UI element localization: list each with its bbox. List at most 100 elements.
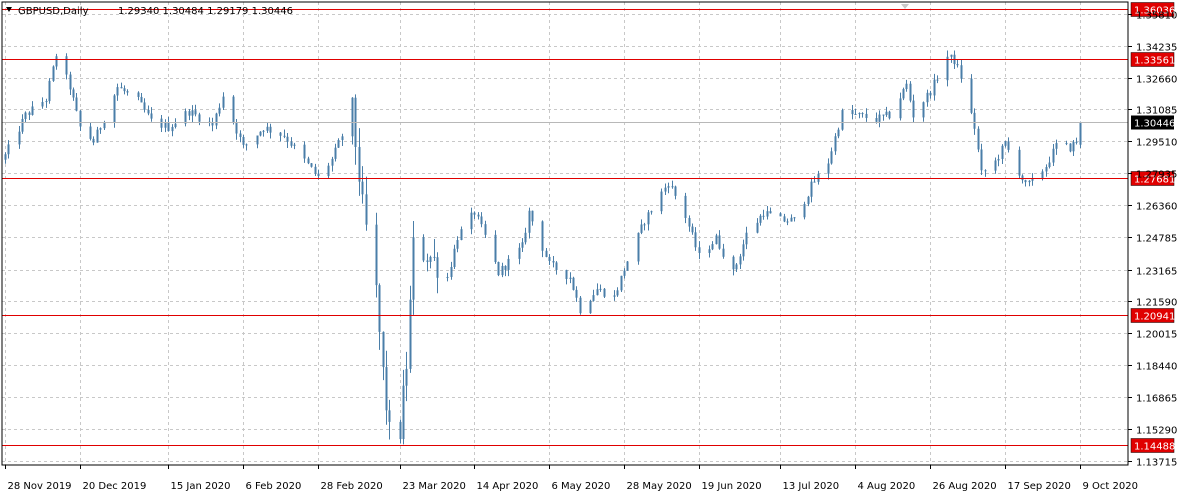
candle-body	[882, 114, 885, 116]
candle-body	[99, 128, 102, 130]
candle-body	[817, 173, 820, 182]
candle-body	[433, 256, 436, 258]
candle-body	[691, 226, 694, 233]
candle-body	[667, 186, 670, 188]
candle-body	[837, 129, 840, 137]
x-tick-label: 4 Aug 2020	[858, 481, 916, 492]
candle-body	[337, 140, 340, 148]
candle-body	[45, 101, 48, 103]
candle-body	[378, 285, 381, 332]
x-tick-label: 28 Nov 2019	[8, 481, 72, 492]
chart-shift-marker-icon[interactable]	[901, 4, 909, 9]
candle-body	[31, 106, 34, 115]
candle-body	[1075, 141, 1078, 143]
horizontal-level-label: 1.20941	[1134, 312, 1175, 323]
candle-body	[575, 289, 578, 298]
candle-body	[620, 275, 623, 291]
candle-body	[623, 270, 626, 276]
candle-body	[711, 244, 714, 250]
candle-body	[222, 96, 225, 108]
candle-body	[810, 181, 813, 197]
candle-body	[365, 194, 368, 225]
candle-body	[664, 187, 667, 192]
candle-body	[1048, 162, 1051, 168]
candle-body	[351, 97, 354, 137]
candle-body	[674, 186, 677, 196]
candle-body	[960, 65, 963, 79]
candle-body	[473, 212, 476, 215]
candle-body	[1069, 143, 1072, 152]
candle-body	[382, 331, 385, 368]
current-price-label: 1.30446	[1134, 119, 1175, 130]
candle-body	[912, 100, 915, 118]
horizontal-level-label: 1.27681	[1134, 175, 1175, 186]
x-tick-label: 23 Mar 2020	[403, 481, 466, 492]
horizontal-levels[interactable]: 1.30446 1.36036 1.33561 1.27681 1.20941 1.144…	[2, 2, 1175, 453]
candle-body	[745, 232, 748, 245]
candle-body	[813, 181, 816, 183]
candle-body	[626, 261, 629, 271]
time-axis[interactable]: 28 Nov 2019 20 Dec 2019 15 Jan 2020 6 Feb 2…	[5, 465, 1138, 492]
y-tick-label: 1.31085	[1136, 106, 1177, 117]
candle-body	[174, 123, 177, 127]
candle-body	[1007, 141, 1010, 150]
price-axis[interactable]: 1.35810 1.34235 1.32660 1.31085 1.29510 1.279…	[1128, 11, 1177, 469]
candle-body	[878, 114, 881, 122]
candle-body	[480, 216, 483, 225]
candle-body	[426, 260, 429, 262]
candle-body	[402, 385, 405, 440]
candle-body	[980, 149, 983, 171]
horizontal-level-label: 1.33561	[1134, 56, 1175, 67]
y-tick-label: 1.29510	[1136, 138, 1177, 149]
candle-body	[1024, 180, 1027, 183]
candle-body	[327, 165, 330, 177]
candle-body	[259, 131, 262, 136]
candle-body	[783, 216, 786, 222]
candle-body	[184, 111, 187, 124]
candle-body	[572, 277, 575, 290]
candle-body	[123, 88, 126, 92]
candle-body	[956, 64, 959, 66]
candle-body	[830, 151, 833, 164]
x-tick-label: 6 Feb 2020	[246, 481, 302, 492]
candles	[4, 50, 1082, 445]
candle-body	[41, 102, 44, 107]
y-tick-label: 1.27935	[1136, 170, 1177, 181]
y-tick-label: 1.13715	[1136, 458, 1177, 469]
candle-body	[531, 210, 534, 222]
candle-body	[171, 126, 174, 132]
candle-body	[18, 131, 21, 145]
candle-body	[286, 136, 289, 142]
candle-body	[358, 146, 361, 182]
candle-body	[858, 113, 861, 115]
candle-body	[793, 217, 796, 219]
y-tick-label: 1.21590	[1136, 298, 1177, 309]
candle-body	[235, 122, 238, 134]
candle-body	[361, 181, 364, 195]
candle-body	[565, 269, 568, 279]
x-tick-label: 14 Apr 2020	[477, 481, 539, 492]
y-tick-label: 1.34235	[1136, 43, 1177, 54]
chart-header: GBPUSD,Daily 1.29340 1.30484 1.29179 1.3…	[6, 4, 909, 17]
candle-body	[1055, 143, 1058, 149]
x-tick-label: 20 Dec 2019	[83, 481, 147, 492]
candle-body	[303, 144, 306, 159]
horizontal-level-tag	[1130, 2, 1175, 17]
candle-body	[412, 237, 415, 300]
candle-body	[994, 160, 997, 171]
candle-body	[191, 110, 194, 116]
candle-body	[317, 173, 320, 177]
candle-body	[984, 170, 987, 172]
candle-body	[147, 109, 150, 114]
candle-body	[269, 126, 272, 133]
collapse-triangle-icon[interactable]	[6, 7, 12, 12]
candle-body	[314, 166, 317, 174]
candle-body	[905, 83, 908, 90]
candle-body	[637, 232, 640, 262]
horizontal-level-tag	[1130, 52, 1175, 67]
candle-body	[75, 97, 78, 111]
horizontal-level-tag	[1130, 308, 1175, 323]
